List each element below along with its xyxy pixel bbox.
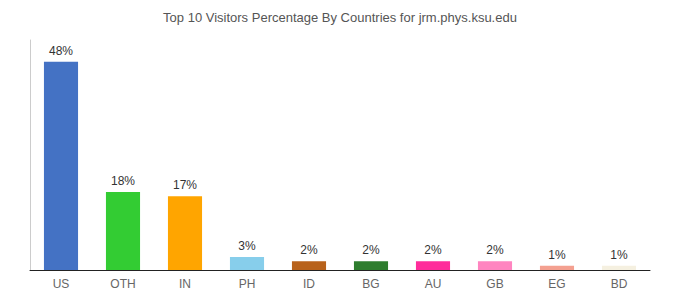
svg-text:2%: 2% xyxy=(424,243,442,257)
svg-text:1%: 1% xyxy=(610,248,628,262)
svg-text:IN: IN xyxy=(179,277,191,291)
svg-text:18%: 18% xyxy=(111,174,135,188)
svg-text:17%: 17% xyxy=(173,178,197,192)
svg-text:BD: BD xyxy=(611,277,628,291)
svg-text:PH: PH xyxy=(239,277,256,291)
svg-text:Top 10 Visitors Percentage By: Top 10 Visitors Percentage By Countries … xyxy=(163,10,517,25)
svg-text:US: US xyxy=(53,277,70,291)
svg-text:ID: ID xyxy=(303,277,315,291)
svg-text:GB: GB xyxy=(486,277,503,291)
svg-text:2%: 2% xyxy=(300,243,318,257)
svg-text:OTH: OTH xyxy=(110,277,135,291)
svg-text:2%: 2% xyxy=(362,243,380,257)
svg-text:1%: 1% xyxy=(548,248,566,262)
svg-text:48%: 48% xyxy=(49,44,73,58)
svg-text:AU: AU xyxy=(425,277,442,291)
svg-text:EG: EG xyxy=(548,277,565,291)
svg-text:2%: 2% xyxy=(486,243,504,257)
svg-text:BG: BG xyxy=(362,277,379,291)
svg-text:3%: 3% xyxy=(238,239,256,253)
